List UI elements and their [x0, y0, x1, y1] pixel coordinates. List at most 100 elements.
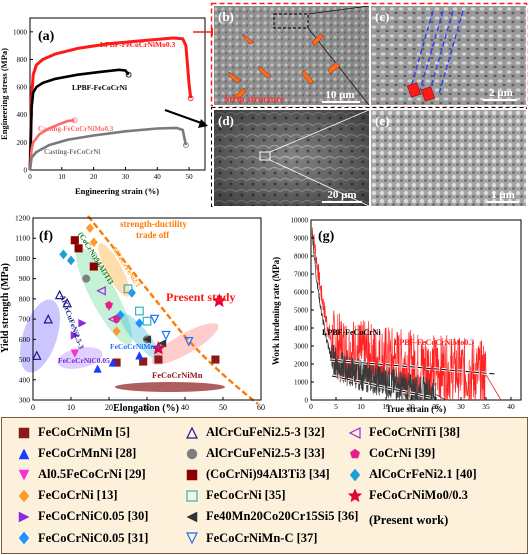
sem-d-label: (d): [218, 113, 234, 128]
legend-label: FeCoCrNiC0.05 [31]: [38, 530, 149, 545]
legend-marker-icon: [16, 489, 32, 503]
legend-marker-icon: [184, 426, 200, 440]
tensile-curve-2: [28, 119, 75, 171]
legend-item: FeCoCrMnNi [28]: [16, 446, 136, 461]
group-label-fecocrnimnc: FeCoCrNiMn-C: [110, 342, 163, 351]
data-point: [157, 339, 167, 348]
legend-marker-icon: [184, 468, 200, 482]
plot-frame: [29, 17, 206, 171]
legend-label: FeCoCrNiMn-C [37]: [206, 530, 318, 545]
x-tick-label: 50: [219, 403, 227, 412]
sem-b-label: (b): [218, 9, 234, 24]
legend-label: AlCrCuFeNi2.5-3 [33]: [206, 446, 325, 461]
y-tick-label: 5000: [294, 307, 309, 315]
tradeoff-curve: [87, 215, 259, 405]
legend-marker-icon: [347, 488, 363, 503]
y-tick-label: 8000: [294, 253, 309, 261]
legend-label: (CoCrNi)94Al3Ti3 [34]: [206, 467, 330, 482]
data-point: [161, 330, 171, 341]
legend-label: FeCoCrNiMn [5]: [38, 425, 130, 439]
group-label-fecocrnic: FeCoCrNiC0.05: [58, 356, 110, 365]
panel-g-label: (g): [318, 229, 335, 244]
scale-bar-e: 1 μm: [491, 189, 515, 201]
legend-item: FeCoCrNiMn-C [37]: [184, 531, 317, 546]
data-point: [32, 350, 42, 360]
curve-label-lpbf-mo: LPBF-FeCoCrNiMo0.3: [100, 40, 175, 49]
data-point: [211, 355, 220, 364]
scale-bar-d: 20 μm: [327, 189, 356, 201]
data-point: [82, 274, 91, 283]
data-point: [70, 331, 80, 340]
sem-c-label: (c): [375, 9, 389, 24]
data-point: [108, 358, 118, 367]
legend-marker-icon: [347, 426, 363, 440]
legend-label: Fe40Mn20Co20Cr15Si5 [36]: [206, 509, 359, 524]
data-point: [93, 364, 102, 373]
legend-marker-icon: [16, 447, 32, 461]
legend-marker-icon: [347, 447, 363, 461]
legend-marker-icon: [16, 510, 32, 524]
legend-item: FeCoCrNiC0.05 [31]: [16, 531, 148, 546]
legend-marker-icon: [16, 531, 32, 545]
legend-item: CoCrNi [39]: [347, 446, 435, 461]
data-point: [66, 255, 76, 266]
legend-item: AlCrCuFeNi2.5-3 [33]: [184, 446, 325, 461]
data-point: [70, 236, 79, 245]
legend-label: (Present work): [369, 512, 449, 527]
legend-label: AlCrCuFeNi2.5-3 [32]: [206, 425, 325, 439]
legend-label: CoCrNi [39]: [369, 446, 436, 461]
x-tick-label: 5: [334, 402, 338, 411]
y-tick-label: 1000: [15, 254, 30, 263]
legend-marker-icon: [184, 531, 200, 545]
legend-item: AlCrCuFeNi2.5-3 [32]: [184, 425, 325, 440]
x-axis-label: True strain (%): [386, 404, 446, 414]
y-tick-label: 6000: [294, 289, 309, 297]
data-point: [112, 326, 121, 337]
legend-item: (Present work): [369, 513, 448, 528]
x-tick-label: 50: [186, 173, 194, 181]
x-tick-label: 30: [122, 173, 130, 181]
legend-item: FeCoCrNiTi [38]: [347, 425, 460, 440]
tradeoff-label-2: trade off: [136, 230, 170, 240]
y-tick-label: 0: [305, 397, 309, 405]
legend-label: AlCoCrFeNi2.1 [40]: [369, 467, 477, 482]
y-tick-label: 9000: [294, 235, 309, 243]
data-point: [59, 249, 68, 260]
data-point: [123, 284, 133, 294]
y-tick-label: 7000: [294, 271, 309, 279]
data-point: [85, 223, 95, 234]
y-tick-label: 1100: [15, 234, 30, 243]
cell-boundary-lines: [408, 10, 464, 95]
x-tick-label: 40: [154, 173, 162, 181]
x-tick-label: 10: [58, 173, 66, 181]
present-study-label: Present study: [166, 290, 235, 304]
legend-item: Fe40Mn20Co20Cr15Si5 [36]: [184, 509, 358, 524]
y-tick-label: 400: [17, 111, 28, 119]
sem-image-b: Strip structure (b) 10 μm: [213, 5, 370, 106]
legend-marker-icon: [184, 510, 200, 524]
x-tick-label: 0: [309, 402, 313, 411]
x-tick-label: 15: [382, 402, 390, 411]
panel-f-label: (f): [39, 229, 53, 244]
data-point: [78, 318, 87, 328]
data-point: [43, 313, 53, 324]
data-point: [105, 300, 113, 309]
strip-arrows: [228, 33, 341, 100]
scale-bar-c: 2 μm: [489, 87, 513, 99]
legend-label: FeCoCrNiTi [38]: [369, 425, 461, 439]
y-tick-label: 2000: [294, 361, 309, 369]
data-point: [154, 355, 163, 364]
y-axis-label: Yield strength (MPa): [0, 263, 11, 353]
x-axis-label: Engineering strain (%): [75, 186, 159, 196]
legend-label: FeCoCrNi [13]: [38, 488, 118, 503]
x-tick-label: 30: [143, 403, 151, 412]
zoom-box: [273, 13, 309, 29]
fracture-point: [125, 71, 132, 78]
y-tick-label: 500: [19, 355, 31, 364]
data-point: [151, 340, 166, 355]
x-tick-label: 30: [457, 402, 465, 411]
legend-item: FeCoCrNiMo0/0.3: [347, 488, 468, 503]
sem-image-e: (e) 1 μm: [370, 109, 527, 207]
legend-label: FeCoCrNiMo0/0.3: [369, 488, 468, 503]
tensile-curve-chart: 0 10 20 30 40 50 0 200 400 600 800 1000 (a) Enginee…: [0, 0, 212, 205]
